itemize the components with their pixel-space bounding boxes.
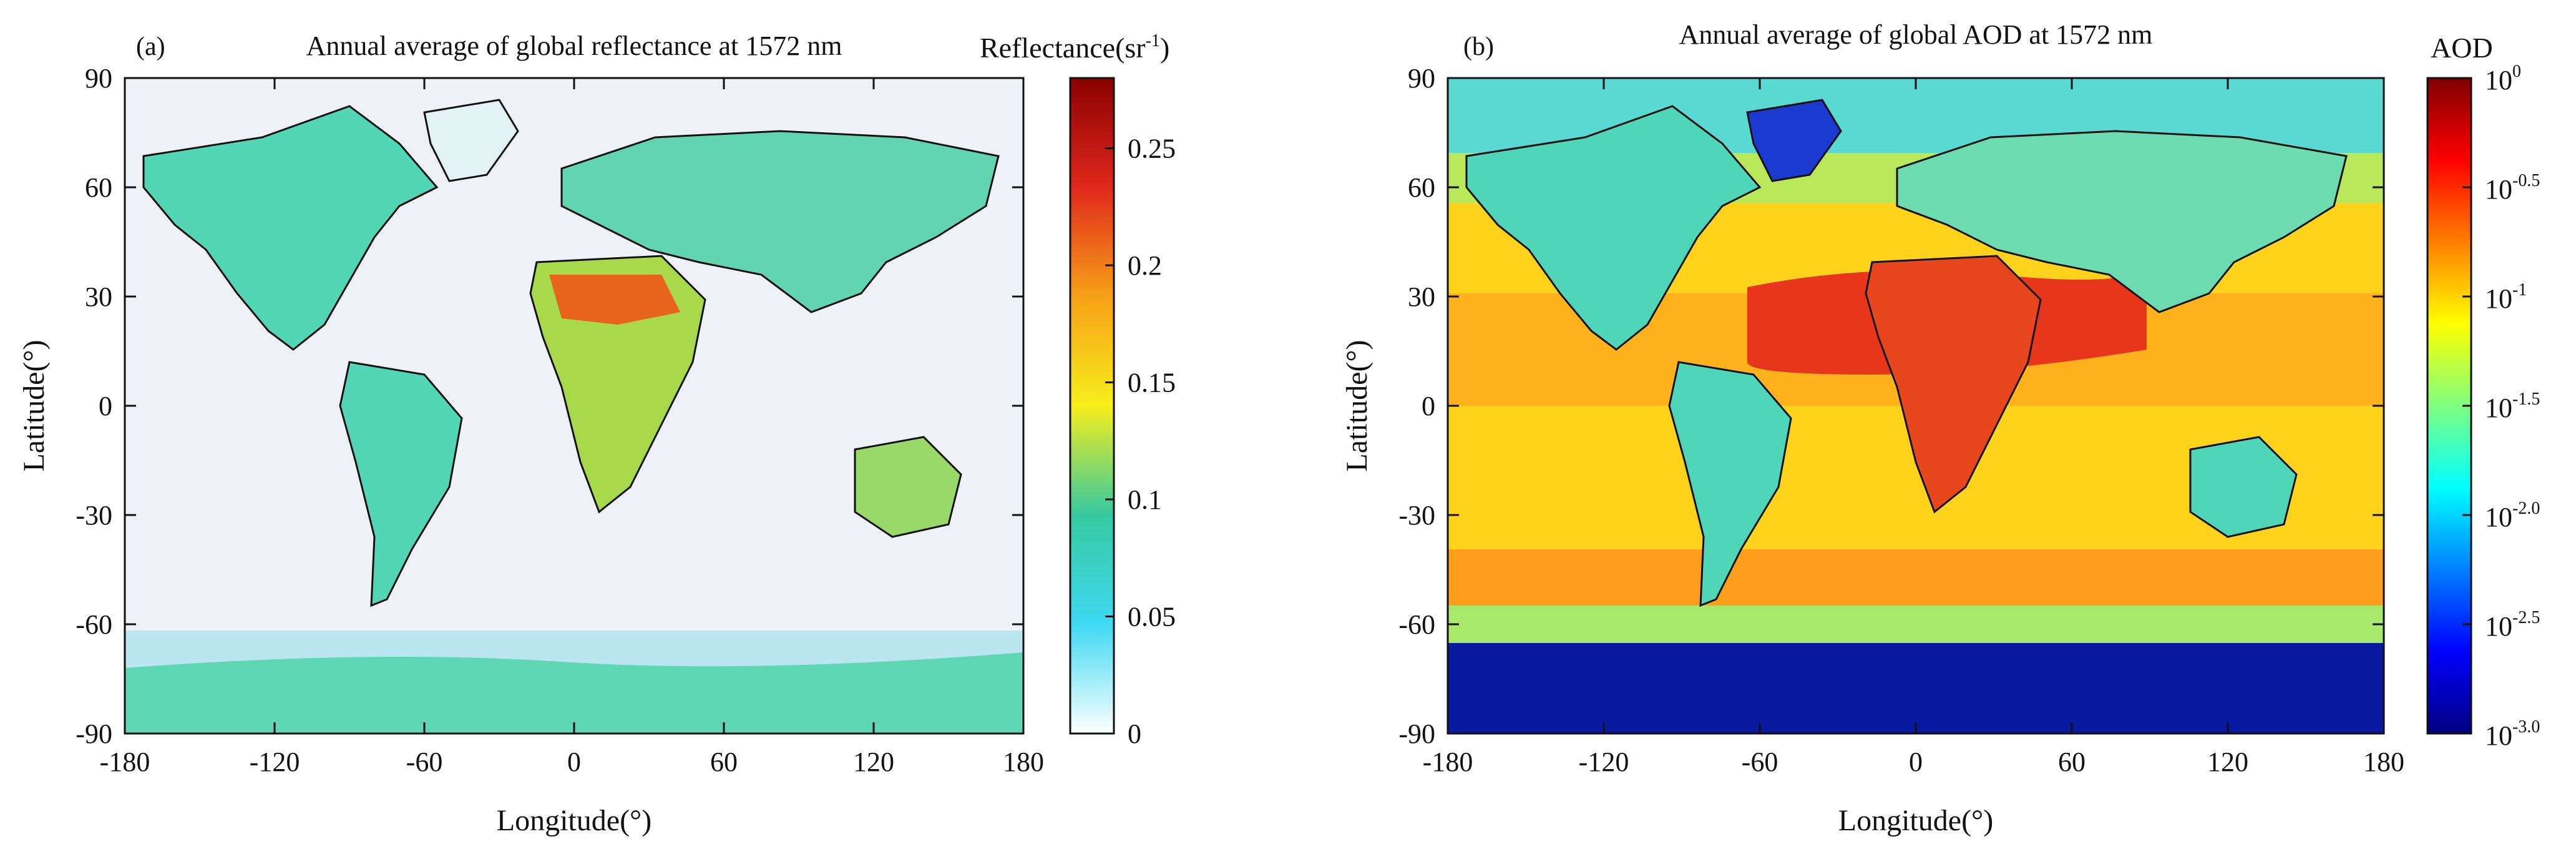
australia-b <box>2189 436 2298 538</box>
x-axis-ticks-a: -180 -120 -60 0 60 120 180 <box>100 78 1044 777</box>
y-tick-label: -60 <box>1398 609 1435 640</box>
x-tick-label: 180 <box>1003 747 1044 777</box>
south-america-a <box>339 361 463 607</box>
chart-title-b: Annual average of global AOD at 1572 nm <box>1679 19 2153 50</box>
colorbar-tick-label: 0.05 <box>1128 602 1176 632</box>
y-tick-label: 30 <box>85 282 112 312</box>
x-tick-label: 0 <box>1909 747 1923 777</box>
colorbar-label-b: AOD <box>2431 32 2493 64</box>
africa-a <box>529 255 706 514</box>
colorbar-tick-label: 10-3.0 <box>2485 717 2540 751</box>
y-tick-label: -90 <box>1398 719 1435 749</box>
y-tick-label: -30 <box>76 500 112 531</box>
panel-b: -180 -120 -60 0 60 120 180 90 60 30 0 -30 -60 -90 Lo… <box>1340 19 2540 837</box>
x-tick-label: -180 <box>100 747 150 777</box>
reflectance-map <box>125 78 1023 734</box>
y-axis-ticks-b: 90 60 30 0 -30 -60 -90 <box>1398 63 2384 749</box>
x-tick-label: 60 <box>2058 747 2086 777</box>
x-tick-label: 0 <box>567 747 581 777</box>
antarctica-a <box>125 652 1023 734</box>
y-tick-label: 60 <box>85 172 112 203</box>
aod-map <box>1448 78 2384 734</box>
x-tick-label: -120 <box>1579 747 1629 777</box>
y-tick-label: 0 <box>99 391 112 421</box>
north-america-a <box>142 105 439 351</box>
colorbar-tick-label: 10-1.5 <box>2485 390 2540 423</box>
sahara-high-reflectance <box>549 275 680 325</box>
panel-tag-b: (b) <box>1463 32 1494 61</box>
y-tick-label: 0 <box>1422 391 1435 421</box>
colorbar-label-a: Reflectance(sr-1) <box>980 31 1169 64</box>
x-tick-label: -120 <box>250 747 300 777</box>
x-axis-ticks-b: -180 -120 -60 0 60 120 180 <box>1423 78 2404 777</box>
y-tick-label: -30 <box>1398 500 1435 531</box>
colorbar-tick-label: 10-2.0 <box>2485 499 2540 533</box>
x-tick-label: -60 <box>406 747 443 777</box>
colorbar-ticks-b: 100 10-0.5 10-1 10-1.5 10-2.0 10-2.5 10-3.0 <box>2462 62 2540 751</box>
eurasia-b <box>1896 130 2348 313</box>
southern-ocean-band-b <box>1448 549 2384 606</box>
africa-b <box>1865 255 2042 514</box>
y-axis-ticks-a: 90 60 30 0 -30 -60 -90 <box>76 63 1023 749</box>
x-axis-label-a: Longitude(°) <box>497 804 651 837</box>
colorbar-tick-label: 0.2 <box>1128 250 1162 281</box>
antarctica-b <box>1448 643 2384 734</box>
y-tick-label: 60 <box>1408 172 1435 203</box>
panel-tag-a: (a) <box>136 32 165 61</box>
x-axis-label-b: Longitude(°) <box>1838 804 1993 837</box>
north-america-b <box>1465 105 1762 351</box>
y-tick-label: 90 <box>1408 63 1435 94</box>
greenland-b <box>1746 99 1842 182</box>
eurasia-a <box>560 130 1000 313</box>
colorbar-tick-label: 100 <box>2485 62 2521 96</box>
colorbar-tick-label: 0.25 <box>1128 134 1176 164</box>
y-axis-label-a: Latitude(°) <box>17 340 51 471</box>
australia-a <box>854 436 962 538</box>
y-tick-label: 30 <box>1408 282 1435 312</box>
colorbar-tick-label: 0 <box>1128 719 1141 749</box>
colorbar-a <box>1069 77 1115 735</box>
colorbar-tick-label: 10-1 <box>2485 280 2527 314</box>
colorbar-tick-label: 10-2.5 <box>2485 608 2540 642</box>
x-tick-label: -180 <box>1423 747 1473 777</box>
y-tick-label: 90 <box>85 63 112 94</box>
colorbar-ticks-a: 0 0.05 0.1 0.15 0.2 0.25 <box>1105 134 1176 749</box>
greenland-a <box>423 99 519 182</box>
chart-title-a: Annual average of global reflectance at … <box>306 31 842 61</box>
southern-transition-b <box>1448 606 2384 643</box>
colorbar-tick-label: 0.1 <box>1128 484 1162 515</box>
y-axis-label-b: Latitude(°) <box>1340 340 1373 471</box>
x-tick-label: 60 <box>710 747 738 777</box>
x-tick-label: -60 <box>1742 747 1778 777</box>
y-tick-label: -60 <box>76 609 112 640</box>
x-tick-label: 120 <box>2207 747 2248 777</box>
south-america-b <box>1668 361 1792 607</box>
panel-a: -180 -120 -60 0 60 120 180 90 60 30 0 -30 -60 -90 Lo… <box>17 31 1176 837</box>
x-tick-label: 120 <box>853 747 894 777</box>
y-tick-label: -90 <box>76 719 112 749</box>
x-tick-label: 180 <box>2363 747 2404 777</box>
colorbar-tick-label: 0.15 <box>1128 368 1176 398</box>
colorbar-tick-label: 10-0.5 <box>2485 171 2540 205</box>
